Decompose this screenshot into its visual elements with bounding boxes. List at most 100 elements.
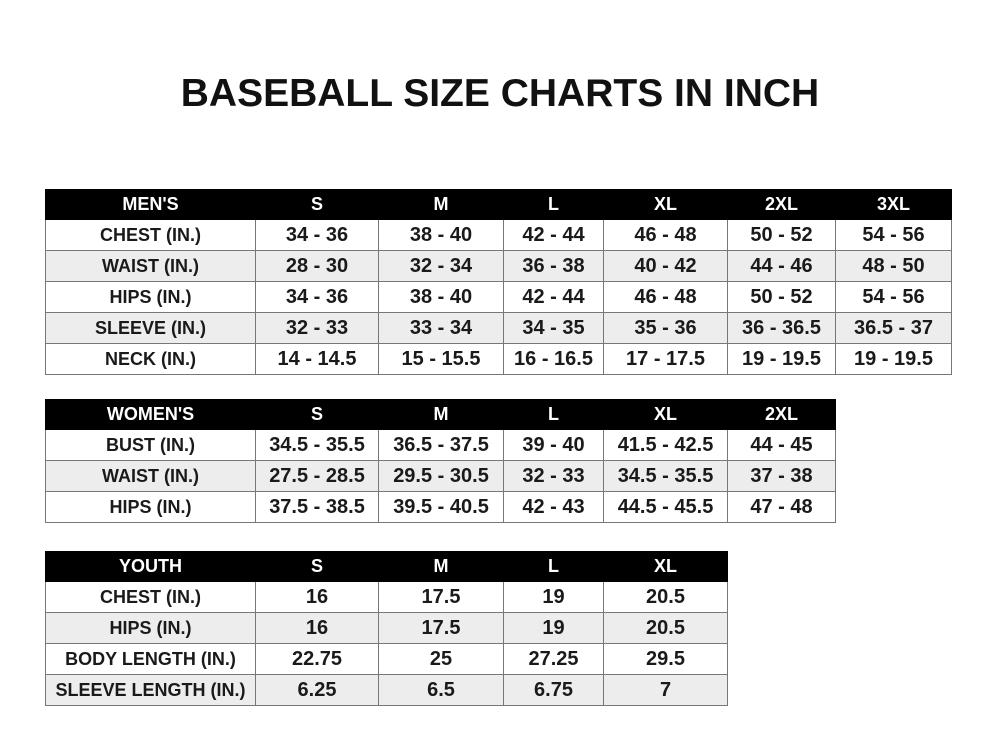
size-value: 29.5 - 30.5	[378, 460, 504, 492]
size-value: 39 - 40	[503, 429, 604, 461]
header-row: YOUTH S M L XL	[45, 551, 728, 582]
size-value: 17.5	[378, 581, 504, 613]
size-value: 36.5 - 37.5	[378, 429, 504, 461]
size-value: 17 - 17.5	[603, 343, 728, 375]
size-value: 46 - 48	[603, 219, 728, 251]
mens-size-table: MEN'S S M L XL 2XL 3XL CHEST (IN.) 34 - 36 38 - 4…	[45, 189, 952, 375]
size-value: 42 - 44	[503, 281, 604, 313]
category-header: MEN'S	[45, 189, 256, 220]
size-value: 6.25	[255, 674, 379, 706]
measurement-label: NECK (IN.)	[45, 343, 256, 375]
size-value: 34 - 36	[255, 219, 379, 251]
size-header: M	[378, 189, 504, 220]
size-value: 34 - 35	[503, 312, 604, 344]
table-row: CHEST (IN.) 34 - 36 38 - 40 42 - 44 46 - 48 5…	[45, 219, 952, 251]
size-value: 27.25	[503, 643, 604, 675]
measurement-label: HIPS (IN.)	[45, 281, 256, 313]
measurement-label: CHEST (IN.)	[45, 219, 256, 251]
size-value: 14 - 14.5	[255, 343, 379, 375]
size-value: 7	[603, 674, 728, 706]
size-value: 42 - 43	[503, 491, 604, 523]
size-value: 35 - 36	[603, 312, 728, 344]
size-value: 19	[503, 612, 604, 644]
table-row: WAIST (IN.) 28 - 30 32 - 34 36 - 38 40 - 42 4…	[45, 250, 952, 282]
size-value: 25	[378, 643, 504, 675]
measurement-label: SLEEVE (IN.)	[45, 312, 256, 344]
size-value: 42 - 44	[503, 219, 604, 251]
size-value: 48 - 50	[835, 250, 952, 282]
womens-size-table: WOMEN'S S M L XL 2XL BUST (IN.) 34.5 - 35.5 36.5…	[45, 399, 836, 523]
size-header: M	[378, 399, 504, 430]
size-value: 40 - 42	[603, 250, 728, 282]
header-row: MEN'S S M L XL 2XL 3XL	[45, 189, 952, 220]
table-row: BUST (IN.) 34.5 - 35.5 36.5 - 37.5 39 - 40 4…	[45, 429, 836, 461]
size-header: XL	[603, 399, 728, 430]
size-value: 47 - 48	[727, 491, 836, 523]
size-header: XL	[603, 551, 728, 582]
measurement-label: BODY LENGTH (IN.)	[45, 643, 256, 675]
size-value: 17.5	[378, 612, 504, 644]
size-value: 50 - 52	[727, 281, 836, 313]
measurement-label: SLEEVE LENGTH (IN.)	[45, 674, 256, 706]
size-header: 2XL	[727, 399, 836, 430]
size-value: 36 - 38	[503, 250, 604, 282]
size-value: 34.5 - 35.5	[603, 460, 728, 492]
size-header: L	[503, 399, 604, 430]
size-value: 34.5 - 35.5	[255, 429, 379, 461]
size-value: 36.5 - 37	[835, 312, 952, 344]
table-row: NECK (IN.) 14 - 14.5 15 - 15.5 16 - 16.5 17 …	[45, 343, 952, 375]
size-value: 6.5	[378, 674, 504, 706]
size-value: 6.75	[503, 674, 604, 706]
measurement-label: HIPS (IN.)	[45, 491, 256, 523]
size-header: 3XL	[835, 189, 952, 220]
size-value: 50 - 52	[727, 219, 836, 251]
size-value: 16	[255, 612, 379, 644]
size-value: 54 - 56	[835, 281, 952, 313]
table-row: HIPS (IN.) 34 - 36 38 - 40 42 - 44 46 - 48 50…	[45, 281, 952, 313]
table-row: BODY LENGTH (IN.) 22.75 25 27.25 29.5	[45, 643, 728, 675]
size-value: 19 - 19.5	[727, 343, 836, 375]
size-value: 20.5	[603, 581, 728, 613]
size-value: 44 - 45	[727, 429, 836, 461]
table-row: CHEST (IN.) 16 17.5 19 20.5	[45, 581, 728, 613]
size-value: 28 - 30	[255, 250, 379, 282]
measurement-label: HIPS (IN.)	[45, 612, 256, 644]
size-value: 34 - 36	[255, 281, 379, 313]
table-row: HIPS (IN.) 37.5 - 38.5 39.5 - 40.5 42 - 43 4…	[45, 491, 836, 523]
size-value: 38 - 40	[378, 281, 504, 313]
measurement-label: BUST (IN.)	[45, 429, 256, 461]
size-value: 44.5 - 45.5	[603, 491, 728, 523]
size-value: 16 - 16.5	[503, 343, 604, 375]
size-header: S	[255, 551, 379, 582]
size-header: S	[255, 399, 379, 430]
measurement-label: WAIST (IN.)	[45, 460, 256, 492]
size-value: 54 - 56	[835, 219, 952, 251]
size-value: 32 - 33	[503, 460, 604, 492]
header-row: WOMEN'S S M L XL 2XL	[45, 399, 836, 430]
measurement-label: WAIST (IN.)	[45, 250, 256, 282]
size-value: 46 - 48	[603, 281, 728, 313]
size-value: 41.5 - 42.5	[603, 429, 728, 461]
size-value: 38 - 40	[378, 219, 504, 251]
size-value: 20.5	[603, 612, 728, 644]
measurement-label: CHEST (IN.)	[45, 581, 256, 613]
size-value: 22.75	[255, 643, 379, 675]
size-header: M	[378, 551, 504, 582]
size-header: L	[503, 189, 604, 220]
size-value: 29.5	[603, 643, 728, 675]
size-value: 19	[503, 581, 604, 613]
size-value: 27.5 - 28.5	[255, 460, 379, 492]
table-row: WAIST (IN.) 27.5 - 28.5 29.5 - 30.5 32 - 33…	[45, 460, 836, 492]
table-row: SLEEVE (IN.) 32 - 33 33 - 34 34 - 35 35 - 36…	[45, 312, 952, 344]
size-value: 39.5 - 40.5	[378, 491, 504, 523]
youth-size-table: YOUTH S M L XL CHEST (IN.) 16 17.5 19 20.5 HIPS (I…	[45, 551, 728, 706]
size-value: 32 - 34	[378, 250, 504, 282]
size-header: XL	[603, 189, 728, 220]
size-value: 37.5 - 38.5	[255, 491, 379, 523]
category-header: WOMEN'S	[45, 399, 256, 430]
size-value: 44 - 46	[727, 250, 836, 282]
size-value: 32 - 33	[255, 312, 379, 344]
size-value: 19 - 19.5	[835, 343, 952, 375]
table-row: SLEEVE LENGTH (IN.) 6.25 6.5 6.75 7	[45, 674, 728, 706]
size-value: 33 - 34	[378, 312, 504, 344]
